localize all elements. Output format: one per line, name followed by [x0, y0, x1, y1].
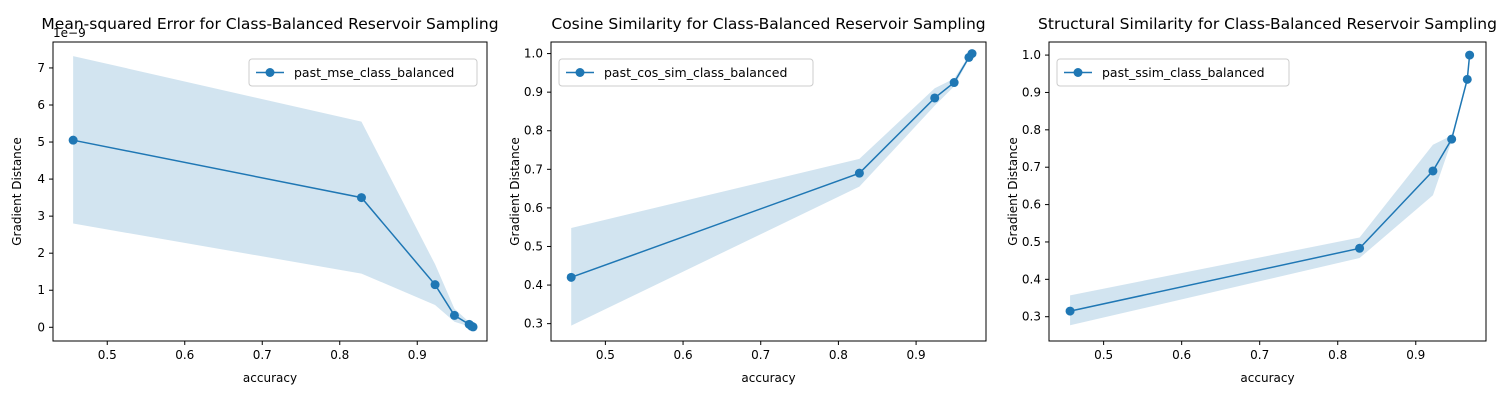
legend-label: past_ssim_class_balanced — [1102, 65, 1265, 80]
legend-box — [558, 58, 814, 87]
y-tick-label: 0.4 — [1022, 272, 1041, 286]
data-point — [356, 193, 366, 203]
chart-panel: 0.5 0.6 0.7 0.8 0.9 0 1 2 3 4 5 6 7 accuracy Gradient … — [10, 15, 499, 385]
data-point — [967, 49, 977, 59]
y-tick-label: 1.0 — [1022, 48, 1041, 62]
chart-panel: 0.5 0.6 0.7 0.8 0.9 0.3 0.4 0.5 0.6 0.7 0.8 0.9 1.0 a… — [508, 15, 987, 385]
x-tick-label: 0.8 — [829, 348, 848, 362]
y-tick-label: 0.8 — [1022, 123, 1041, 137]
data-point — [1355, 243, 1365, 253]
data-point — [468, 322, 478, 332]
y-tick-label: 5 — [37, 135, 45, 149]
x-tick-label: 0.5 — [596, 348, 615, 362]
y-tick-label: 2 — [37, 246, 45, 260]
y-tick-label: 0.4 — [524, 278, 543, 292]
x-tick-label: 0.5 — [98, 348, 117, 362]
confidence-band — [73, 56, 474, 328]
x-tick-label: 0.9 — [907, 348, 926, 362]
y-tick-label: 0.3 — [524, 317, 543, 331]
y-tick-label: 0.6 — [524, 201, 543, 215]
data-point — [1065, 306, 1075, 316]
data-point — [566, 272, 576, 282]
legend-marker — [265, 68, 275, 77]
y-tick-label: 0.8 — [524, 124, 543, 138]
data-point — [949, 78, 959, 88]
legend-marker — [575, 68, 585, 77]
x-tick-label: 0.6 — [1172, 348, 1191, 362]
y-tick-label: 0.7 — [524, 162, 543, 176]
axes-frame — [1048, 41, 1487, 342]
data-point — [1428, 166, 1438, 176]
x-axis-label: accuracy — [1240, 371, 1294, 385]
y-axis-label: Gradient Distance — [1006, 137, 1020, 246]
y-tick-label: 1.0 — [524, 47, 543, 61]
y-tick-label: 0 — [37, 320, 45, 334]
x-tick-label: 0.5 — [1094, 348, 1113, 362]
legend-label: past_cos_sim_class_balanced — [604, 65, 787, 80]
legend-box — [248, 58, 478, 87]
x-tick-label: 0.6 — [175, 348, 194, 362]
x-axis-label: accuracy — [243, 371, 297, 385]
y-tick-label: 3 — [37, 209, 45, 223]
y-offset-text: 1e−9 — [53, 26, 86, 40]
y-tick-label: 0.7 — [1022, 160, 1041, 174]
y-axis-label: Gradient Distance — [10, 137, 24, 246]
y-tick-label: 7 — [37, 61, 45, 75]
y-axis-label: Gradient Distance — [508, 137, 522, 246]
y-tick-label: 0.9 — [524, 85, 543, 99]
legend-label: past_mse_class_balanced — [294, 65, 454, 80]
y-tick-label: 1 — [37, 283, 45, 297]
chart-panel: 0.5 0.6 0.7 0.8 0.9 0.3 0.4 0.5 0.6 0.7 0.8 0.9 1.0 a… — [1006, 15, 1497, 385]
data-point — [930, 93, 940, 103]
x-axis-label: accuracy — [741, 371, 795, 385]
x-tick-label: 0.7 — [253, 348, 272, 362]
data-point — [449, 310, 459, 320]
axes-frame — [52, 41, 488, 342]
data-point — [1465, 50, 1475, 60]
data-point — [68, 135, 78, 145]
y-tick-label: 0.9 — [1022, 85, 1041, 99]
data-point — [854, 168, 864, 178]
legend-marker — [1073, 68, 1083, 77]
data-point — [430, 280, 440, 290]
y-tick-label: 0.5 — [524, 239, 543, 253]
y-tick-label: 0.6 — [1022, 198, 1041, 212]
y-tick-label: 4 — [37, 172, 45, 186]
axes-frame — [550, 41, 987, 342]
x-tick-label: 0.9 — [1406, 348, 1425, 362]
chart-title: Cosine Similarity for Class-Balanced Res… — [551, 15, 985, 33]
chart-title: Structural Similarity for Class-Balanced… — [1038, 15, 1497, 33]
data-point — [1447, 134, 1457, 144]
x-tick-label: 0.7 — [1250, 348, 1269, 362]
confidence-band — [1070, 55, 1470, 326]
x-tick-label: 0.9 — [408, 348, 427, 362]
x-tick-label: 0.8 — [330, 348, 349, 362]
x-tick-label: 0.8 — [1328, 348, 1347, 362]
chart-title: Mean-squared Error for Class-Balanced Re… — [41, 15, 498, 33]
x-tick-label: 0.7 — [751, 348, 770, 362]
data-point — [1462, 74, 1472, 84]
y-tick-label: 0.3 — [1022, 310, 1041, 324]
confidence-band — [571, 53, 973, 326]
legend-box — [1056, 58, 1290, 87]
x-tick-label: 0.6 — [674, 348, 693, 362]
y-tick-label: 6 — [37, 98, 45, 112]
y-tick-label: 0.5 — [1022, 235, 1041, 249]
